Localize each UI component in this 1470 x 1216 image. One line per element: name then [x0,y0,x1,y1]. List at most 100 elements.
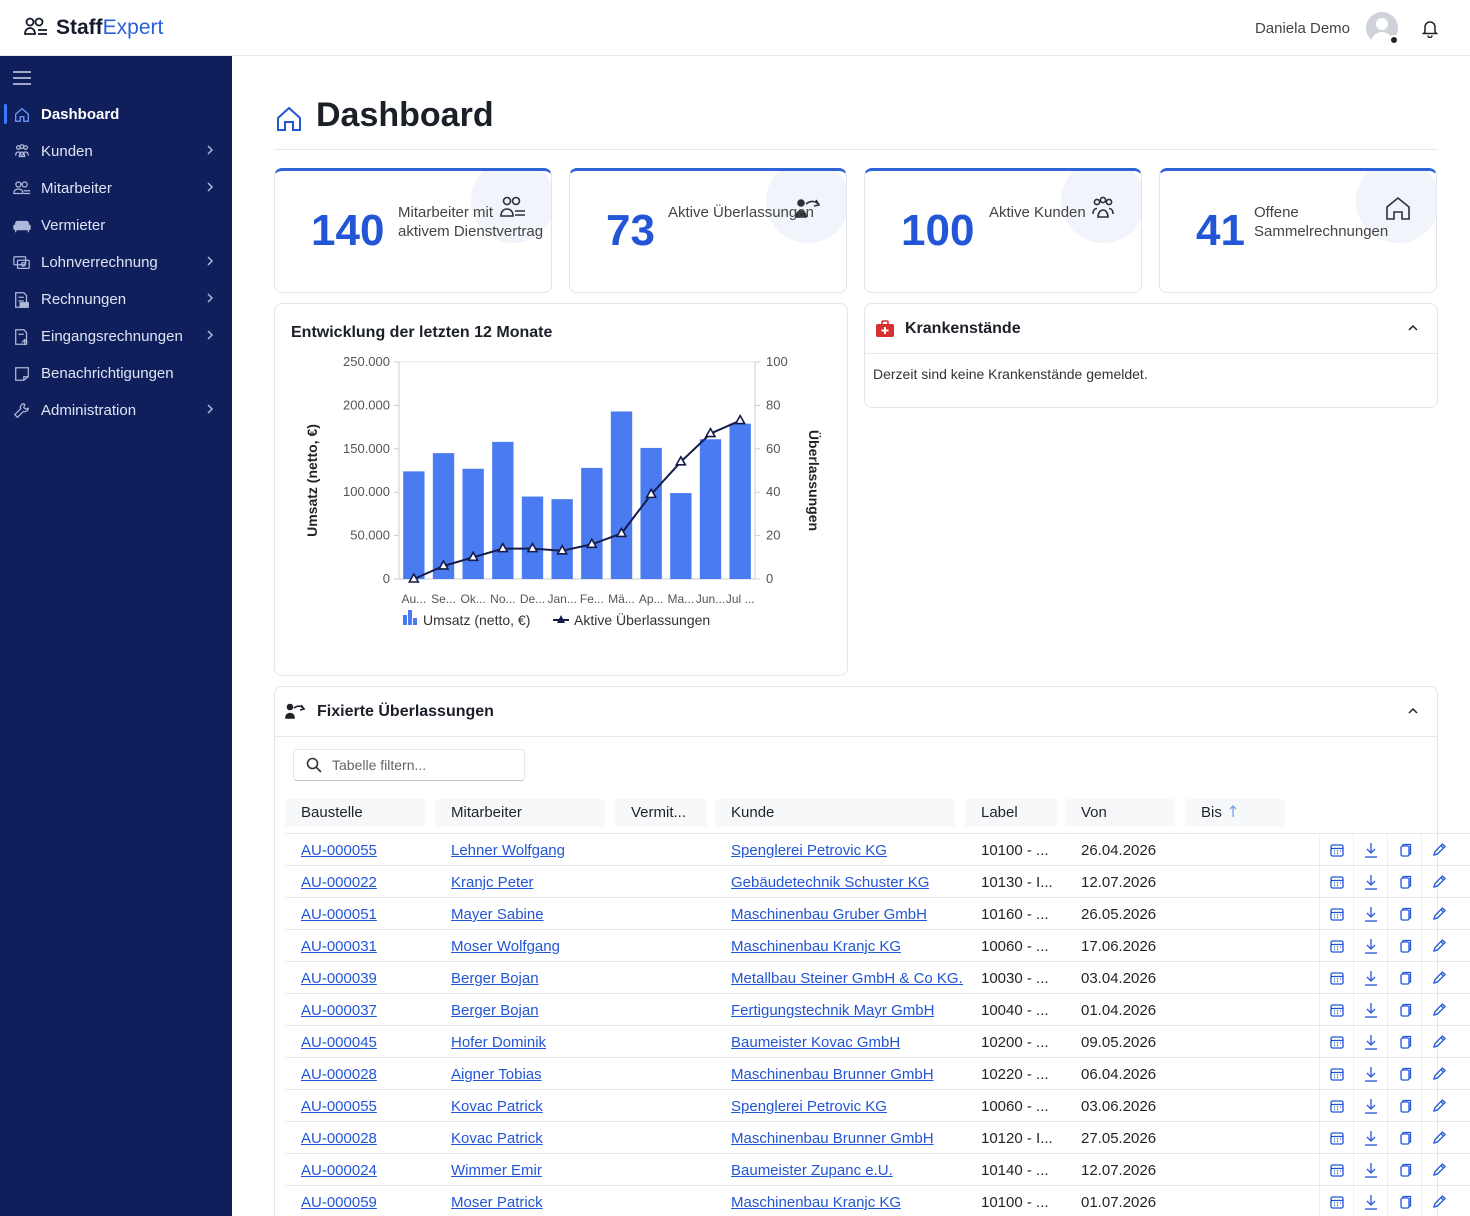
table-row[interactable]: AU-000022 Kranjc Peter Gebäudetechnik Schu… [285,865,1470,897]
edit-button[interactable] [1421,1090,1455,1121]
column-header-kunde[interactable]: Kunde [715,799,955,827]
calendar-button[interactable] [1319,834,1353,865]
edit-button[interactable] [1421,930,1455,961]
cell-baustelle[interactable]: AU-000031 [301,938,377,955]
stat-card[interactable]: 73 Aktive Überlassungen [569,168,847,293]
cell-kunde[interactable]: Fertigungstechnik Mayr GmbH [731,1002,935,1019]
table-row[interactable]: AU-000045 Hofer Dominik Baumeister Kovac G… [285,1025,1470,1057]
cell-baustelle[interactable]: AU-000059 [301,1194,377,1211]
menu-toggle-icon[interactable] [12,70,32,86]
edit-button[interactable] [1421,1186,1455,1216]
cell-baustelle[interactable]: AU-000055 [301,1098,377,1115]
chevron-right-icon[interactable] [206,144,214,156]
edit-button[interactable] [1421,834,1455,865]
cell-kunde[interactable]: Maschinenbau Gruber GmbH [731,906,927,923]
table-row[interactable]: AU-000037 Berger Bojan Fertigungstechnik M… [285,993,1470,1025]
cell-kunde[interactable]: Maschinenbau Kranjc KG [731,1194,902,1211]
calendar-button[interactable] [1319,962,1353,993]
copy-button[interactable] [1387,994,1421,1025]
cell-mitarbeiter[interactable]: Berger Bojan [451,970,539,987]
download-button[interactable] [1353,994,1387,1025]
cell-mitarbeiter[interactable]: Lehner Wolfgang [451,842,565,859]
fixed-assignments-header[interactable]: Fixierte Überlassungen [275,687,1437,737]
edit-button[interactable] [1421,1154,1455,1185]
chevron-up-icon[interactable] [1407,324,1419,332]
sidebar-item-lohnverrechnung[interactable]: Lohnverrechnung [0,244,232,281]
cell-kunde[interactable]: Baumeister Zupanc e.U. [731,1162,893,1179]
sidebar-item-dashboard[interactable]: Dashboard [0,96,232,133]
copy-button[interactable] [1387,1154,1421,1185]
copy-button[interactable] [1387,1090,1421,1121]
sidebar-item-kunden[interactable]: Kunden [0,133,232,170]
calendar-button[interactable] [1319,1058,1353,1089]
copy-button[interactable] [1387,1058,1421,1089]
cell-baustelle[interactable]: AU-000055 [301,842,377,859]
copy-button[interactable] [1387,930,1421,961]
stat-card[interactable]: 100 Aktive Kunden [864,168,1142,293]
cell-mitarbeiter[interactable]: Hofer Dominik [451,1034,547,1051]
download-button[interactable] [1353,898,1387,929]
user-name[interactable]: Daniela Demo [1254,20,1350,37]
download-button[interactable] [1353,962,1387,993]
chevron-up-icon[interactable] [1407,707,1419,715]
download-button[interactable] [1353,1090,1387,1121]
cell-mitarbeiter[interactable]: Moser Patrick [451,1194,543,1211]
calendar-button[interactable] [1319,994,1353,1025]
table-row[interactable]: AU-000024 Wimmer Emir Baumeister Zupanc e.… [285,1153,1470,1185]
sidebar-item-eingangsrechnungen[interactable]: Eingangsrechnungen [0,318,232,355]
cell-mitarbeiter[interactable]: Aigner Tobias [451,1066,542,1083]
column-header-vermit[interactable]: Vermit... [615,799,707,827]
download-button[interactable] [1353,1154,1387,1185]
stat-card[interactable]: 41 Offene Sammelrechnungen [1159,168,1437,293]
calendar-button[interactable] [1319,898,1353,929]
table-row[interactable]: AU-000028 Aigner Tobias Maschinenbau Brunn… [285,1057,1470,1089]
download-button[interactable] [1353,866,1387,897]
column-header-mitarbeiter[interactable]: Mitarbeiter [435,799,605,827]
table-row[interactable]: AU-000028 Kovac Patrick Maschinenbau Brunn… [285,1121,1470,1153]
copy-button[interactable] [1387,1122,1421,1153]
calendar-button[interactable] [1319,1186,1353,1216]
table-row[interactable]: AU-000031 Moser Wolfgang Maschinenbau Kran… [285,929,1470,961]
copy-button[interactable] [1387,866,1421,897]
column-header-label[interactable]: Label [965,799,1057,827]
edit-button[interactable] [1421,898,1455,929]
cell-baustelle[interactable]: AU-000024 [301,1162,377,1179]
copy-button[interactable] [1387,834,1421,865]
cell-mitarbeiter[interactable]: Kranjc Peter [451,874,534,891]
chevron-right-icon[interactable] [206,292,214,304]
calendar-button[interactable] [1319,1090,1353,1121]
sidebar-item-administration[interactable]: Administration [0,392,232,429]
cell-kunde[interactable]: Maschinenbau Brunner GmbH [731,1130,934,1147]
cell-kunde[interactable]: Gebäudetechnik Schuster KG [731,874,930,891]
sick-leave-header[interactable]: Krankenstände [865,304,1437,354]
edit-button[interactable] [1421,866,1455,897]
table-row[interactable]: AU-000051 Mayer Sabine Maschinenbau Gruber… [285,897,1470,929]
chevron-right-icon[interactable] [206,255,214,267]
avatar[interactable] [1366,12,1398,44]
calendar-button[interactable] [1319,930,1353,961]
edit-button[interactable] [1421,1058,1455,1089]
cell-mitarbeiter[interactable]: Berger Bojan [451,1002,539,1019]
bell-icon[interactable] [1420,18,1440,38]
edit-button[interactable] [1421,1122,1455,1153]
edit-button[interactable] [1421,994,1455,1025]
calendar-button[interactable] [1319,1026,1353,1057]
chevron-right-icon[interactable] [206,329,214,341]
cell-baustelle[interactable]: AU-000028 [301,1066,377,1083]
table-row[interactable]: AU-000055 Lehner Wolfgang Spenglerei Petro… [285,833,1470,865]
cell-kunde[interactable]: Metallbau Steiner GmbH & Co KG... [731,970,963,987]
cell-baustelle[interactable]: AU-000045 [301,1034,377,1051]
column-header-von[interactable]: Von [1065,799,1175,827]
sidebar-item-rechnungen[interactable]: Rechnungen [0,281,232,318]
table-filter-input[interactable] [332,757,512,773]
cell-mitarbeiter[interactable]: Moser Wolfgang [451,938,560,955]
edit-button[interactable] [1421,1026,1455,1057]
copy-button[interactable] [1387,898,1421,929]
cell-mitarbeiter[interactable]: Wimmer Emir [451,1162,542,1179]
table-filter[interactable] [293,749,525,781]
copy-button[interactable] [1387,962,1421,993]
download-button[interactable] [1353,1186,1387,1216]
download-button[interactable] [1353,1026,1387,1057]
column-header-baustelle[interactable]: Baustelle [285,799,425,827]
sidebar-item-vermieter[interactable]: Vermieter [0,207,232,244]
